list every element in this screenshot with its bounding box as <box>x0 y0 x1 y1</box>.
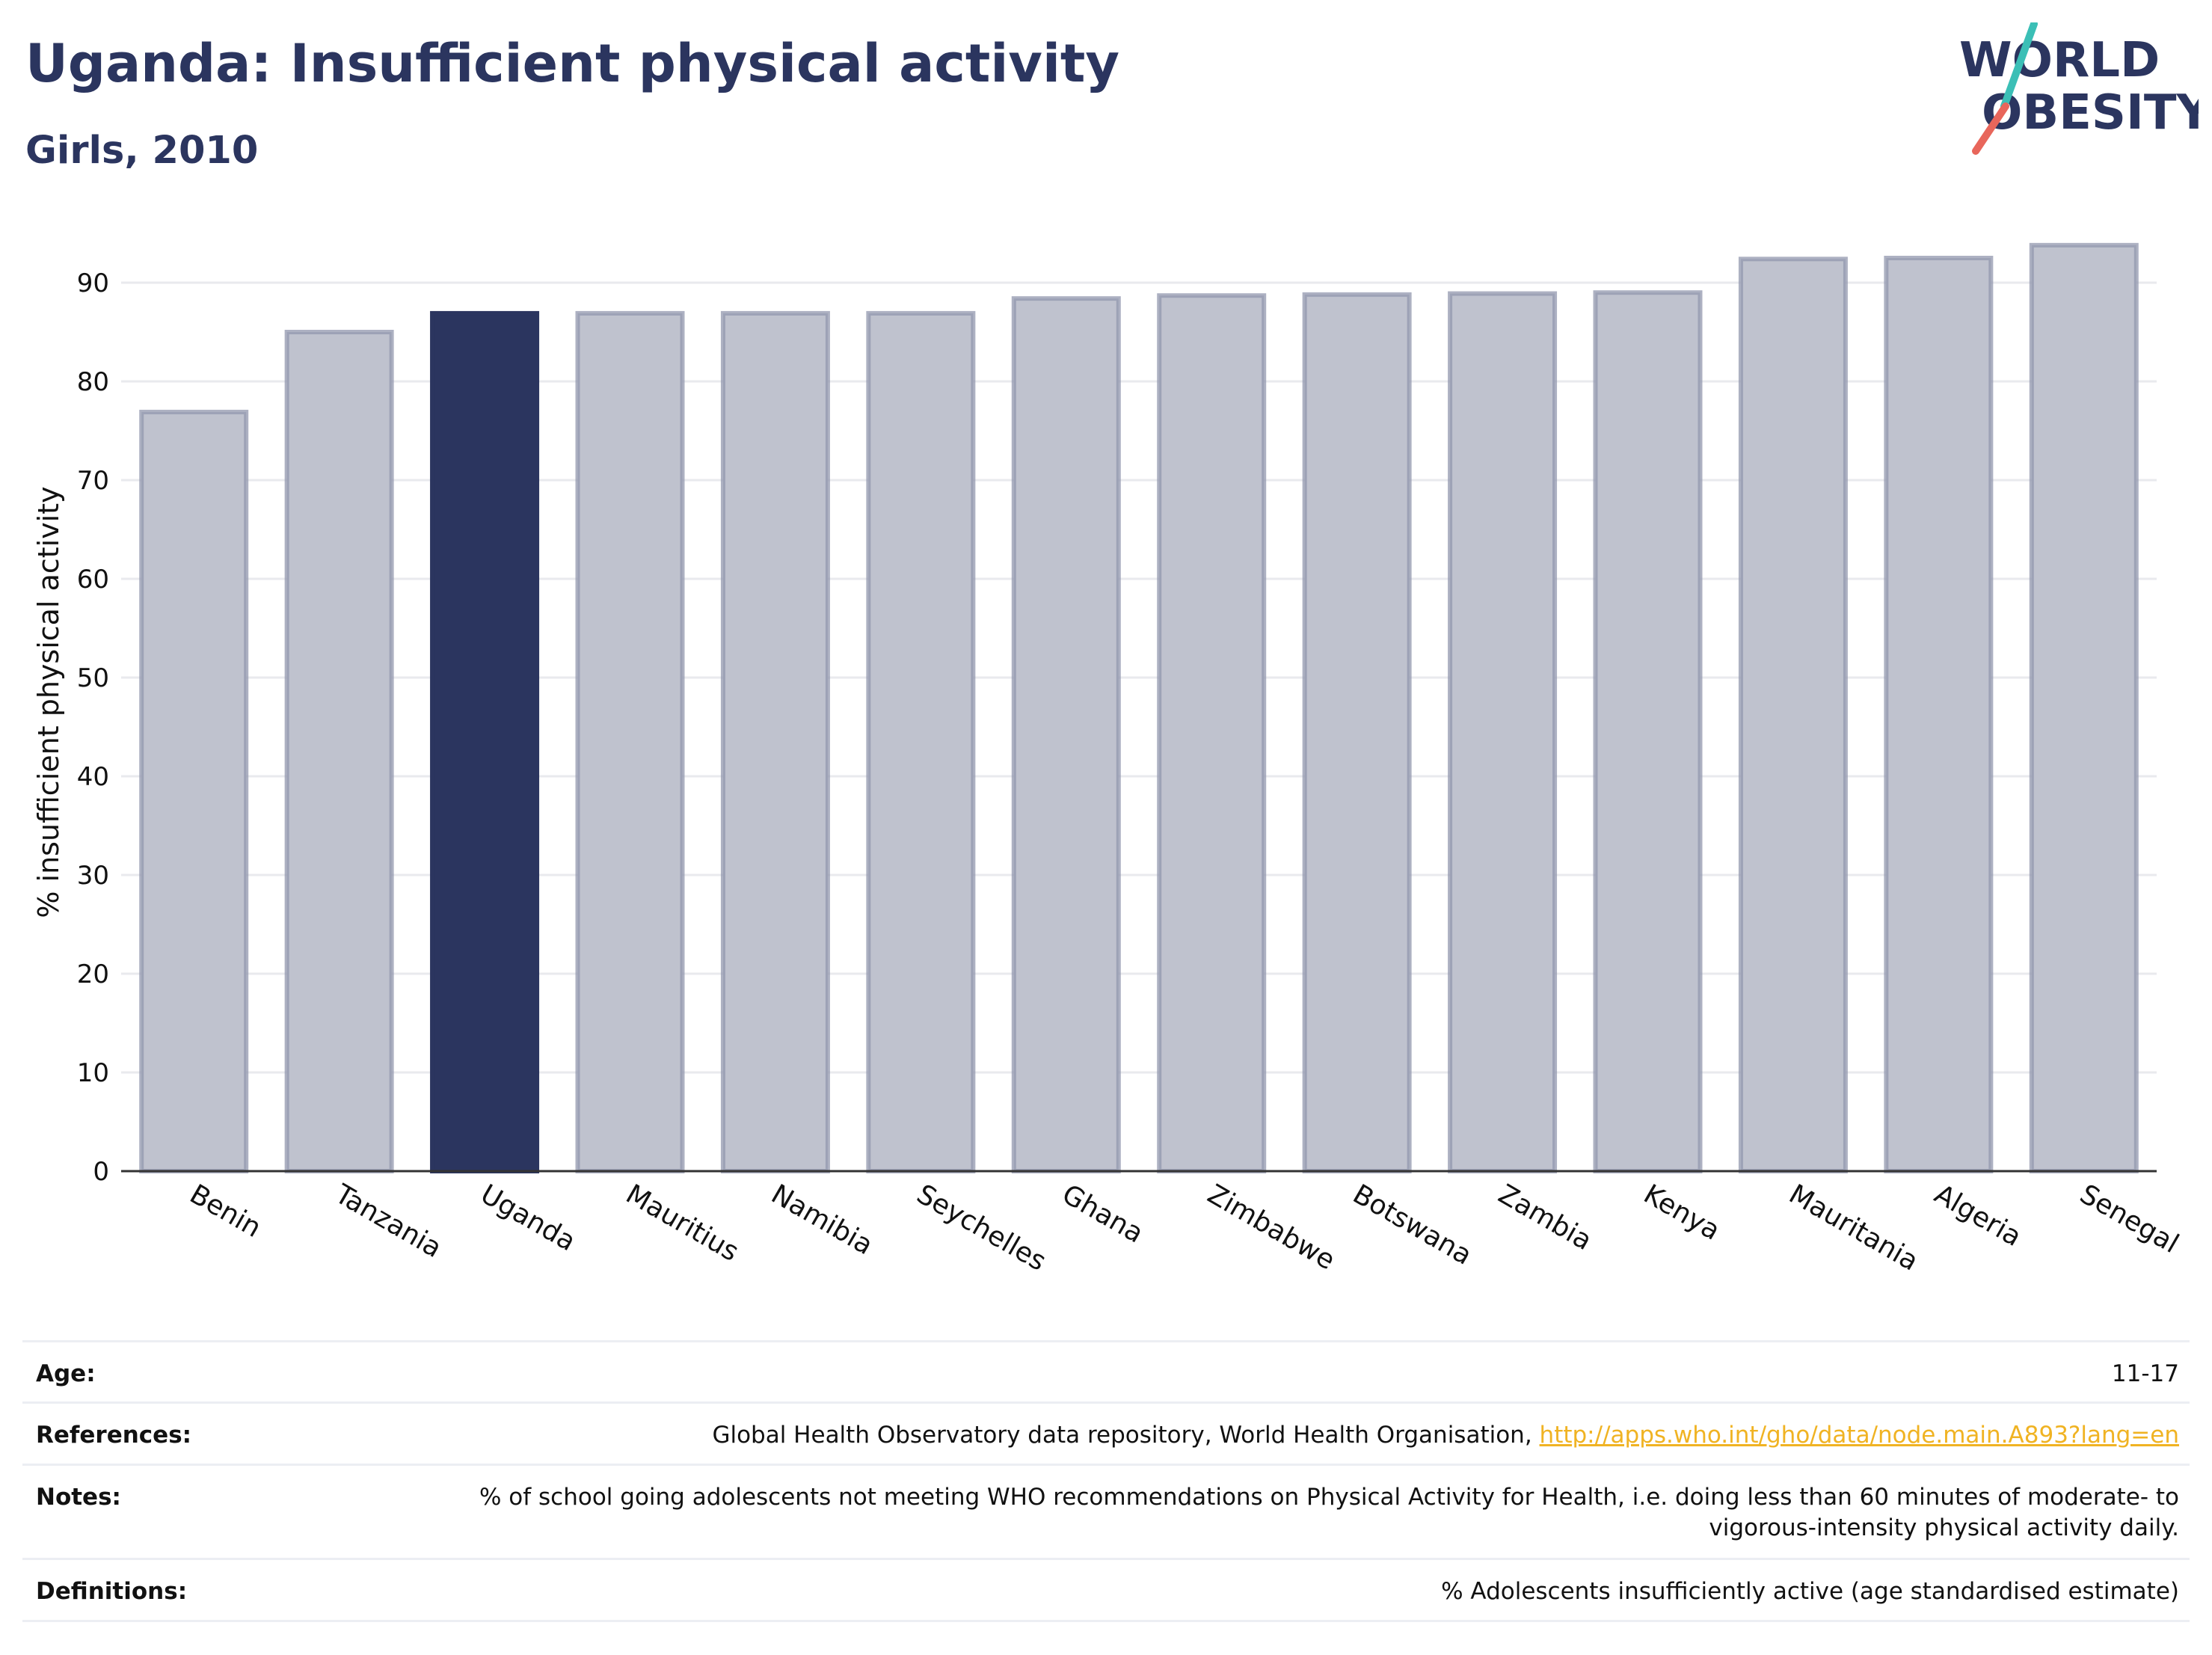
logo-line-2: OBESITY <box>1982 85 2199 141</box>
x-tick-label: Ghana <box>1057 1179 1148 1249</box>
x-tick-label: Zimbabwe <box>1202 1179 1340 1276</box>
page-subtitle: Girls, 2010 <box>25 129 259 173</box>
x-tick-label: Seychelles <box>912 1179 1051 1277</box>
bar-tanzania <box>284 330 394 1173</box>
bar-algeria <box>1884 256 1994 1173</box>
bar-zimbabwe <box>1157 293 1267 1173</box>
logo-slash-coral <box>1972 102 2009 155</box>
page-title: Uganda: Insufficient physical activity <box>25 33 1120 94</box>
bar-namibia <box>720 310 830 1173</box>
x-tick-label: Mauritius <box>621 1179 744 1268</box>
info-value-notes: % of school going adolescents not meetin… <box>479 1484 2179 1541</box>
y-tick-label: 90 <box>77 268 109 298</box>
bar-benin <box>139 409 249 1173</box>
bar-ghana <box>1011 296 1121 1173</box>
info-row-notes: Notes: % of school going adolescents not… <box>22 1466 2190 1560</box>
x-tick-label: Uganda <box>476 1179 581 1257</box>
x-tick-label: Algeria <box>1929 1179 2027 1253</box>
world-obesity-logo: WORLD OBESITY <box>1959 22 2199 155</box>
x-tick-label: Zambia <box>1493 1179 1597 1256</box>
info-label-references: References: <box>36 1422 192 1449</box>
info-label-age: Age: <box>36 1360 96 1387</box>
y-tick-label: 10 <box>77 1058 109 1088</box>
bar-mauritania <box>1738 257 1848 1174</box>
x-tick-label: Mauritania <box>1784 1179 1923 1277</box>
y-tick-label: 0 <box>93 1157 109 1187</box>
bar-zambia <box>1448 291 1558 1173</box>
info-value-definitions: % Adolescents insufficiently active (age… <box>1441 1578 2179 1605</box>
info-value-references: Global Health Observatory data repositor… <box>712 1420 2179 1451</box>
references-link[interactable]: http://apps.who.int/gho/data/node.main.A… <box>1539 1422 2179 1449</box>
y-tick-label: 30 <box>77 861 109 891</box>
info-label-notes: Notes: <box>36 1484 121 1511</box>
info-value-age: 11-17 <box>2111 1360 2179 1387</box>
bar-kenya <box>1593 290 1703 1174</box>
y-tick-label: 80 <box>77 367 109 397</box>
x-tick-label: Kenya <box>1638 1179 1725 1247</box>
logo-line-1: WORLD <box>1959 33 2160 88</box>
info-row-age: Age: 11-17 <box>22 1342 2190 1404</box>
y-tick-label: 50 <box>77 663 109 693</box>
x-tick-label: Namibia <box>766 1179 878 1261</box>
y-tick-label: 20 <box>77 959 109 989</box>
bar-chart: 0 10 20 30 40 50 60 70 80 90 Benin Tanzania Uganda Ma… <box>32 242 2184 1277</box>
y-tick-label: 60 <box>77 565 109 595</box>
info-row-references: References: Global Health Observatory da… <box>22 1404 2190 1466</box>
x-tick-label: Senegal <box>2074 1179 2184 1259</box>
x-tick-label: Tanzania <box>329 1179 446 1264</box>
x-tick-label: Benin <box>185 1179 266 1244</box>
bar-uganda <box>430 310 540 1173</box>
bar-seychelles <box>866 310 976 1173</box>
y-tick-label: 70 <box>77 466 109 496</box>
bar-mauritius <box>575 310 685 1173</box>
bar-senegal <box>2029 242 2139 1174</box>
y-tick-label: 40 <box>77 762 109 792</box>
info-label-definitions: Definitions: <box>36 1578 188 1605</box>
y-axis-title: % insufficient physical activity <box>32 486 65 918</box>
x-tick-label: Botswana <box>1348 1179 1477 1271</box>
logo-slash-teal <box>2000 22 2038 110</box>
info-row-definitions: Definitions: % Adolescents insufficientl… <box>22 1560 2190 1622</box>
info-table: Age: 11-17 References: Global Health Obs… <box>22 1340 2190 1622</box>
bar-botswana <box>1302 292 1412 1174</box>
references-text: Global Health Observatory data repositor… <box>712 1422 1540 1449</box>
